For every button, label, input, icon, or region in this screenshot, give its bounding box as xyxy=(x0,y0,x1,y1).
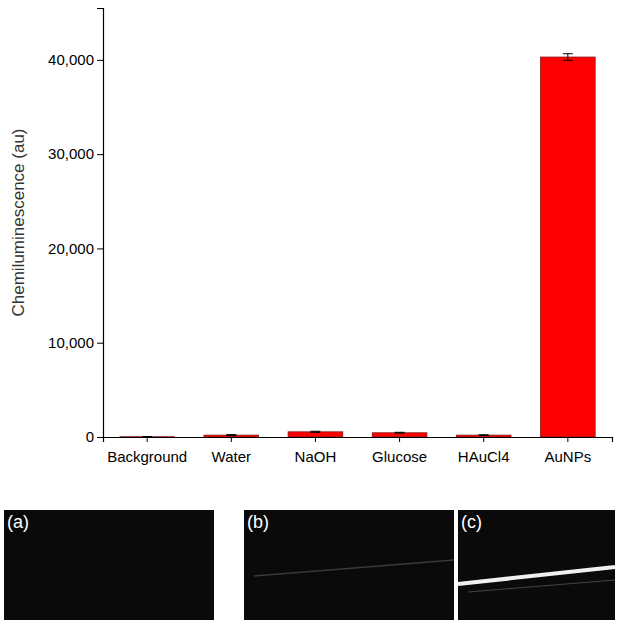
error-bar-cap xyxy=(563,60,573,61)
error-bar-cap xyxy=(479,435,489,436)
y-tick-mark xyxy=(97,437,103,438)
y-tick-label: 20,000 xyxy=(48,240,94,257)
y-tick-label: 40,000 xyxy=(48,51,94,68)
photo-streak xyxy=(254,560,454,576)
photo-panel: (c) xyxy=(458,510,615,620)
x-tick: HAuCl4 xyxy=(458,437,510,465)
x-tick-mark xyxy=(147,437,148,442)
x-tick-mark xyxy=(399,437,400,442)
x-tick: AuNPs xyxy=(544,437,591,465)
y-tick: 40,000 xyxy=(48,51,103,68)
x-tick-label: Background xyxy=(107,448,187,465)
x-tick-label: HAuCl4 xyxy=(458,448,510,465)
y-tick-mark xyxy=(97,154,103,155)
x-tick: NaOH xyxy=(295,437,337,465)
x-tick-label: NaOH xyxy=(295,448,337,465)
error-bar-cap xyxy=(310,431,320,432)
y-tick-mark xyxy=(97,343,103,344)
x-tick-mark xyxy=(567,437,568,442)
y-tick: 30,000 xyxy=(48,145,103,162)
error-bar xyxy=(142,436,152,437)
x-tick-label: Glucose xyxy=(372,448,427,465)
bar xyxy=(120,436,175,437)
panel-label: (a) xyxy=(7,512,29,532)
panel-label: (b) xyxy=(247,512,269,532)
error-bar-cap xyxy=(226,435,236,436)
error-bar xyxy=(395,432,405,434)
x-tick-label: AuNPs xyxy=(544,448,591,465)
error-bar xyxy=(479,434,489,436)
x-tick-mark xyxy=(483,437,484,442)
error-bar-cap xyxy=(395,433,405,434)
y-tick: 20,000 xyxy=(48,240,103,257)
figure: 0 10,000 20,000 30,000 40,000 Background Water… xyxy=(0,0,619,624)
error-bar-stem xyxy=(567,54,568,61)
x-tick-mark xyxy=(315,437,316,442)
y-tick-label: 30,000 xyxy=(48,145,94,162)
photo-panel: (b) xyxy=(244,510,454,620)
error-bar-cap xyxy=(479,434,489,435)
bar xyxy=(540,57,595,437)
error-bar-cap xyxy=(142,436,152,437)
x-tick-label: Water xyxy=(212,448,251,465)
x-tick: Water xyxy=(212,437,251,465)
photo-background xyxy=(244,510,454,620)
bar xyxy=(456,435,511,437)
y-tick: 0 xyxy=(86,428,103,445)
bar xyxy=(204,435,259,437)
x-tick: Glucose xyxy=(372,437,427,465)
error-bar xyxy=(310,431,320,432)
x-tick-mark xyxy=(231,437,232,442)
error-bar-cap xyxy=(310,432,320,433)
y-tick-label: 10,000 xyxy=(48,334,94,351)
panel-label: (c) xyxy=(461,512,482,532)
error-bar xyxy=(563,54,573,61)
y-tick-mark xyxy=(97,60,103,61)
y-tick-mark xyxy=(97,248,103,249)
error-bar-cap xyxy=(395,432,405,433)
x-tick: Background xyxy=(107,437,187,465)
error-bar-cap xyxy=(563,53,573,54)
bar xyxy=(372,433,427,437)
y-tick: 10,000 xyxy=(48,334,103,351)
photo-background xyxy=(4,510,214,620)
error-bar xyxy=(226,434,236,436)
photo-panel: (a) xyxy=(4,510,214,620)
y-tick-label: 0 xyxy=(86,428,94,445)
photo-background xyxy=(458,510,615,620)
error-bar-cap xyxy=(226,434,236,435)
x-axis: Background Water NaOH Glucose HAuCl4 AuNPs xyxy=(104,437,613,465)
bar xyxy=(288,432,343,437)
photo-streak-reflection xyxy=(468,580,615,592)
bars xyxy=(120,54,595,437)
y-axis-title: Chemiluminescence (au) xyxy=(9,128,28,316)
y-axis-line xyxy=(97,9,104,438)
y-axis: 0 10,000 20,000 30,000 40,000 xyxy=(48,9,103,446)
x-axis-line xyxy=(104,438,613,443)
